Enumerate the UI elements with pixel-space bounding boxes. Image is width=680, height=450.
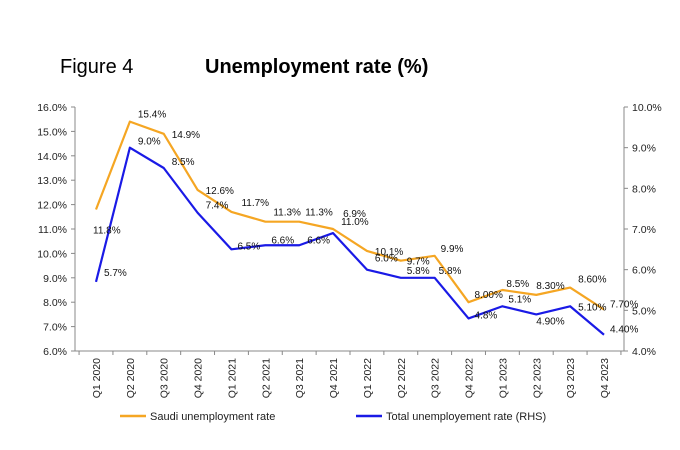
saudi-data-label: 8.00% — [475, 290, 503, 301]
saudi-data-label: 8.30% — [536, 281, 564, 292]
chart-title: Unemployment rate (%) — [205, 56, 429, 78]
saudi-data-label: 12.6% — [206, 186, 234, 197]
right-tick-label: 4.0% — [632, 346, 656, 358]
x-tick-label: Q3 2021 — [294, 358, 306, 398]
figure-label: Figure 4 — [60, 56, 134, 78]
saudi-data-label: 11.0% — [341, 217, 369, 228]
total-data-label: 5.8% — [407, 266, 430, 277]
saudi-data-label: 9.9% — [441, 244, 464, 255]
x-tick-label: Q1 2023 — [497, 358, 509, 398]
saudi-unemployment-line — [94, 120, 605, 311]
left-tick-label: 15.0% — [37, 126, 67, 138]
saudi-data-label: 11.3% — [273, 208, 301, 219]
x-tick-label: Q4 2022 — [464, 358, 476, 398]
saudi-data-label: 11.7% — [241, 198, 269, 209]
total-data-label: 5.10% — [578, 302, 606, 313]
left-tick-label: 9.0% — [43, 273, 67, 285]
total-data-label: 5.7% — [104, 268, 127, 279]
right-tick-label: 6.0% — [632, 265, 656, 277]
right-tick-label: 7.0% — [632, 224, 656, 236]
x-tick-label: Q4 2023 — [599, 358, 611, 398]
x-tick-label: Q2 2023 — [531, 358, 543, 398]
x-tick-label: Q1 2020 — [91, 358, 103, 398]
total-data-label: 4.90% — [536, 316, 564, 327]
left-tick-label: 11.0% — [38, 224, 67, 236]
left-tick-label: 6.0% — [43, 346, 67, 358]
x-tick-label: Q2 2022 — [396, 358, 408, 398]
saudi-data-label: 15.4% — [138, 110, 166, 121]
total-data-label: 5.8% — [439, 266, 462, 277]
right-tick-label: 9.0% — [632, 143, 656, 155]
right-tick-label: 5.0% — [632, 305, 656, 317]
total-data-label: 6.5% — [237, 241, 260, 252]
left-tick-label: 16.0% — [37, 102, 67, 114]
x-tick-label: Q3 2020 — [159, 358, 171, 398]
x-tick-label: Q1 2022 — [362, 358, 374, 398]
left-tick-label: 8.0% — [43, 297, 67, 309]
total-data-label: 4.40% — [610, 325, 638, 336]
left-tick-label: 12.0% — [37, 200, 67, 212]
x-tick-label: Q4 2021 — [328, 358, 340, 398]
saudi-data-label: 7.70% — [610, 300, 638, 311]
x-tick-label: Q3 2023 — [565, 358, 577, 398]
saudi-data-label: 8.5% — [506, 279, 529, 290]
legend-saudi-label: Saudi unemployment rate — [150, 411, 275, 423]
right-tick-label: 8.0% — [632, 183, 656, 195]
total-unemployment-line — [94, 146, 605, 336]
left-tick-label: 13.0% — [37, 175, 67, 187]
saudi-data-label: 14.9% — [172, 130, 200, 141]
saudi-data-label: 8.60% — [578, 275, 606, 286]
saudi-data-label: 9.7% — [407, 257, 430, 268]
saudi-data-label: 10.1% — [375, 247, 403, 258]
saudi-data-label: 11.8% — [93, 225, 121, 236]
total-data-label: 6.9% — [343, 209, 366, 220]
left-tick-label: 10.0% — [37, 248, 67, 260]
saudi-data-label: 11.3% — [305, 208, 333, 219]
left-tick-label: 14.0% — [37, 151, 67, 163]
total-data-label: 7.4% — [206, 201, 229, 212]
legend-total-label: Total unemployement rate (RHS) — [386, 411, 546, 423]
total-data-label: 5.1% — [508, 294, 531, 305]
right-tick-label: 10.0% — [632, 102, 662, 114]
total-data-label: 6.6% — [307, 235, 330, 246]
x-tick-label: Q2 2021 — [260, 358, 272, 398]
total-data-label: 6.6% — [271, 235, 294, 246]
x-tick-label: Q2 2020 — [125, 358, 137, 398]
left-tick-label: 7.0% — [43, 322, 67, 334]
total-data-label: 9.0% — [138, 137, 161, 148]
x-tick-label: Q4 2020 — [193, 358, 205, 398]
total-data-label: 4.8% — [475, 310, 498, 321]
total-data-label: 6.0% — [375, 254, 398, 265]
total-data-label: 8.5% — [172, 157, 195, 168]
x-tick-label: Q3 2022 — [430, 358, 442, 398]
x-tick-label: Q1 2021 — [226, 358, 238, 398]
